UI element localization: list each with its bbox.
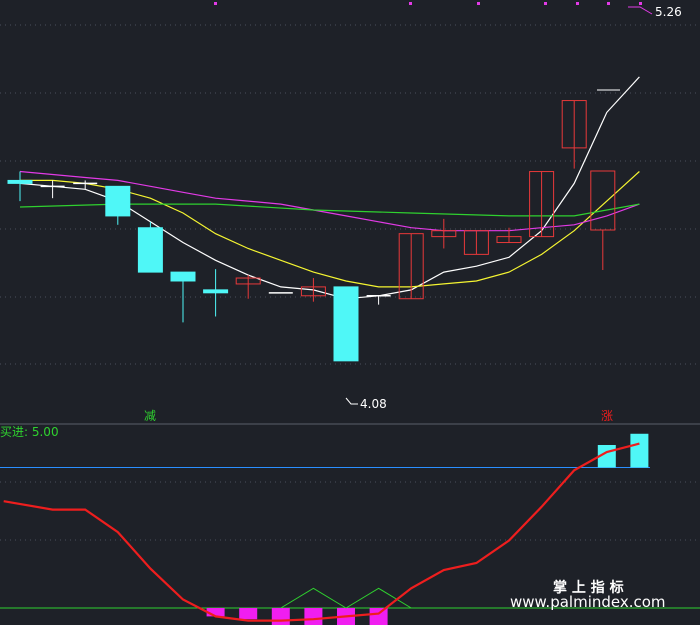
candle-body: [235, 277, 261, 285]
top-marker-dot: [607, 2, 610, 5]
signal-up-label: 涨: [601, 408, 613, 423]
candle-body: [398, 233, 424, 300]
candles: [7, 100, 616, 362]
oscillator-bar: [630, 433, 649, 468]
low-price-label: 4.08: [360, 397, 387, 411]
signal-down-label: 减: [144, 409, 156, 423]
oscillator-red-line: [3, 442, 640, 622]
oscillator-bar: [369, 607, 388, 625]
candle-body: [105, 185, 131, 217]
price-markers: 5.26 4.08 减 涨: [144, 5, 682, 423]
oscillator-bar: [206, 607, 225, 617]
oscillator-bar: [304, 607, 323, 625]
oscillator-panel: [0, 433, 700, 625]
watermark-url: www.palmindex.com: [510, 593, 666, 611]
watermark-title: 掌 上 指 标: [553, 579, 624, 596]
top-marker-dot: [409, 2, 412, 5]
oscillator-label: 买进: 5.00: [0, 425, 59, 439]
candle-body: [7, 179, 33, 184]
candle-body: [137, 227, 163, 273]
candle-body: [496, 236, 522, 244]
low-marker-arrow: [345, 397, 358, 405]
high-price-label: 5.26: [655, 5, 682, 19]
top-marker-dot: [544, 2, 547, 5]
top-marker-dot: [576, 2, 579, 5]
ma-line-ma60: [19, 203, 640, 217]
oscillator-spike: [345, 587, 412, 609]
oscillator-bar: [239, 607, 258, 620]
top-marker-dot: [214, 2, 217, 5]
oscillator-spike: [280, 587, 347, 609]
oscillator-bar: [271, 607, 290, 625]
candle-body: [170, 271, 196, 282]
top-marker-dot: [639, 2, 642, 5]
candle-body: [431, 230, 457, 238]
candle-body: [561, 100, 587, 149]
candle-body: [463, 230, 489, 255]
candle-body: [300, 286, 326, 297]
ma-line-ma20: [19, 170, 640, 232]
candle-body: [203, 289, 229, 294]
top-marker-dot: [477, 2, 480, 5]
candle-body: [529, 171, 555, 238]
high-marker-arrow: [628, 6, 653, 15]
candle-body: [333, 286, 359, 362]
